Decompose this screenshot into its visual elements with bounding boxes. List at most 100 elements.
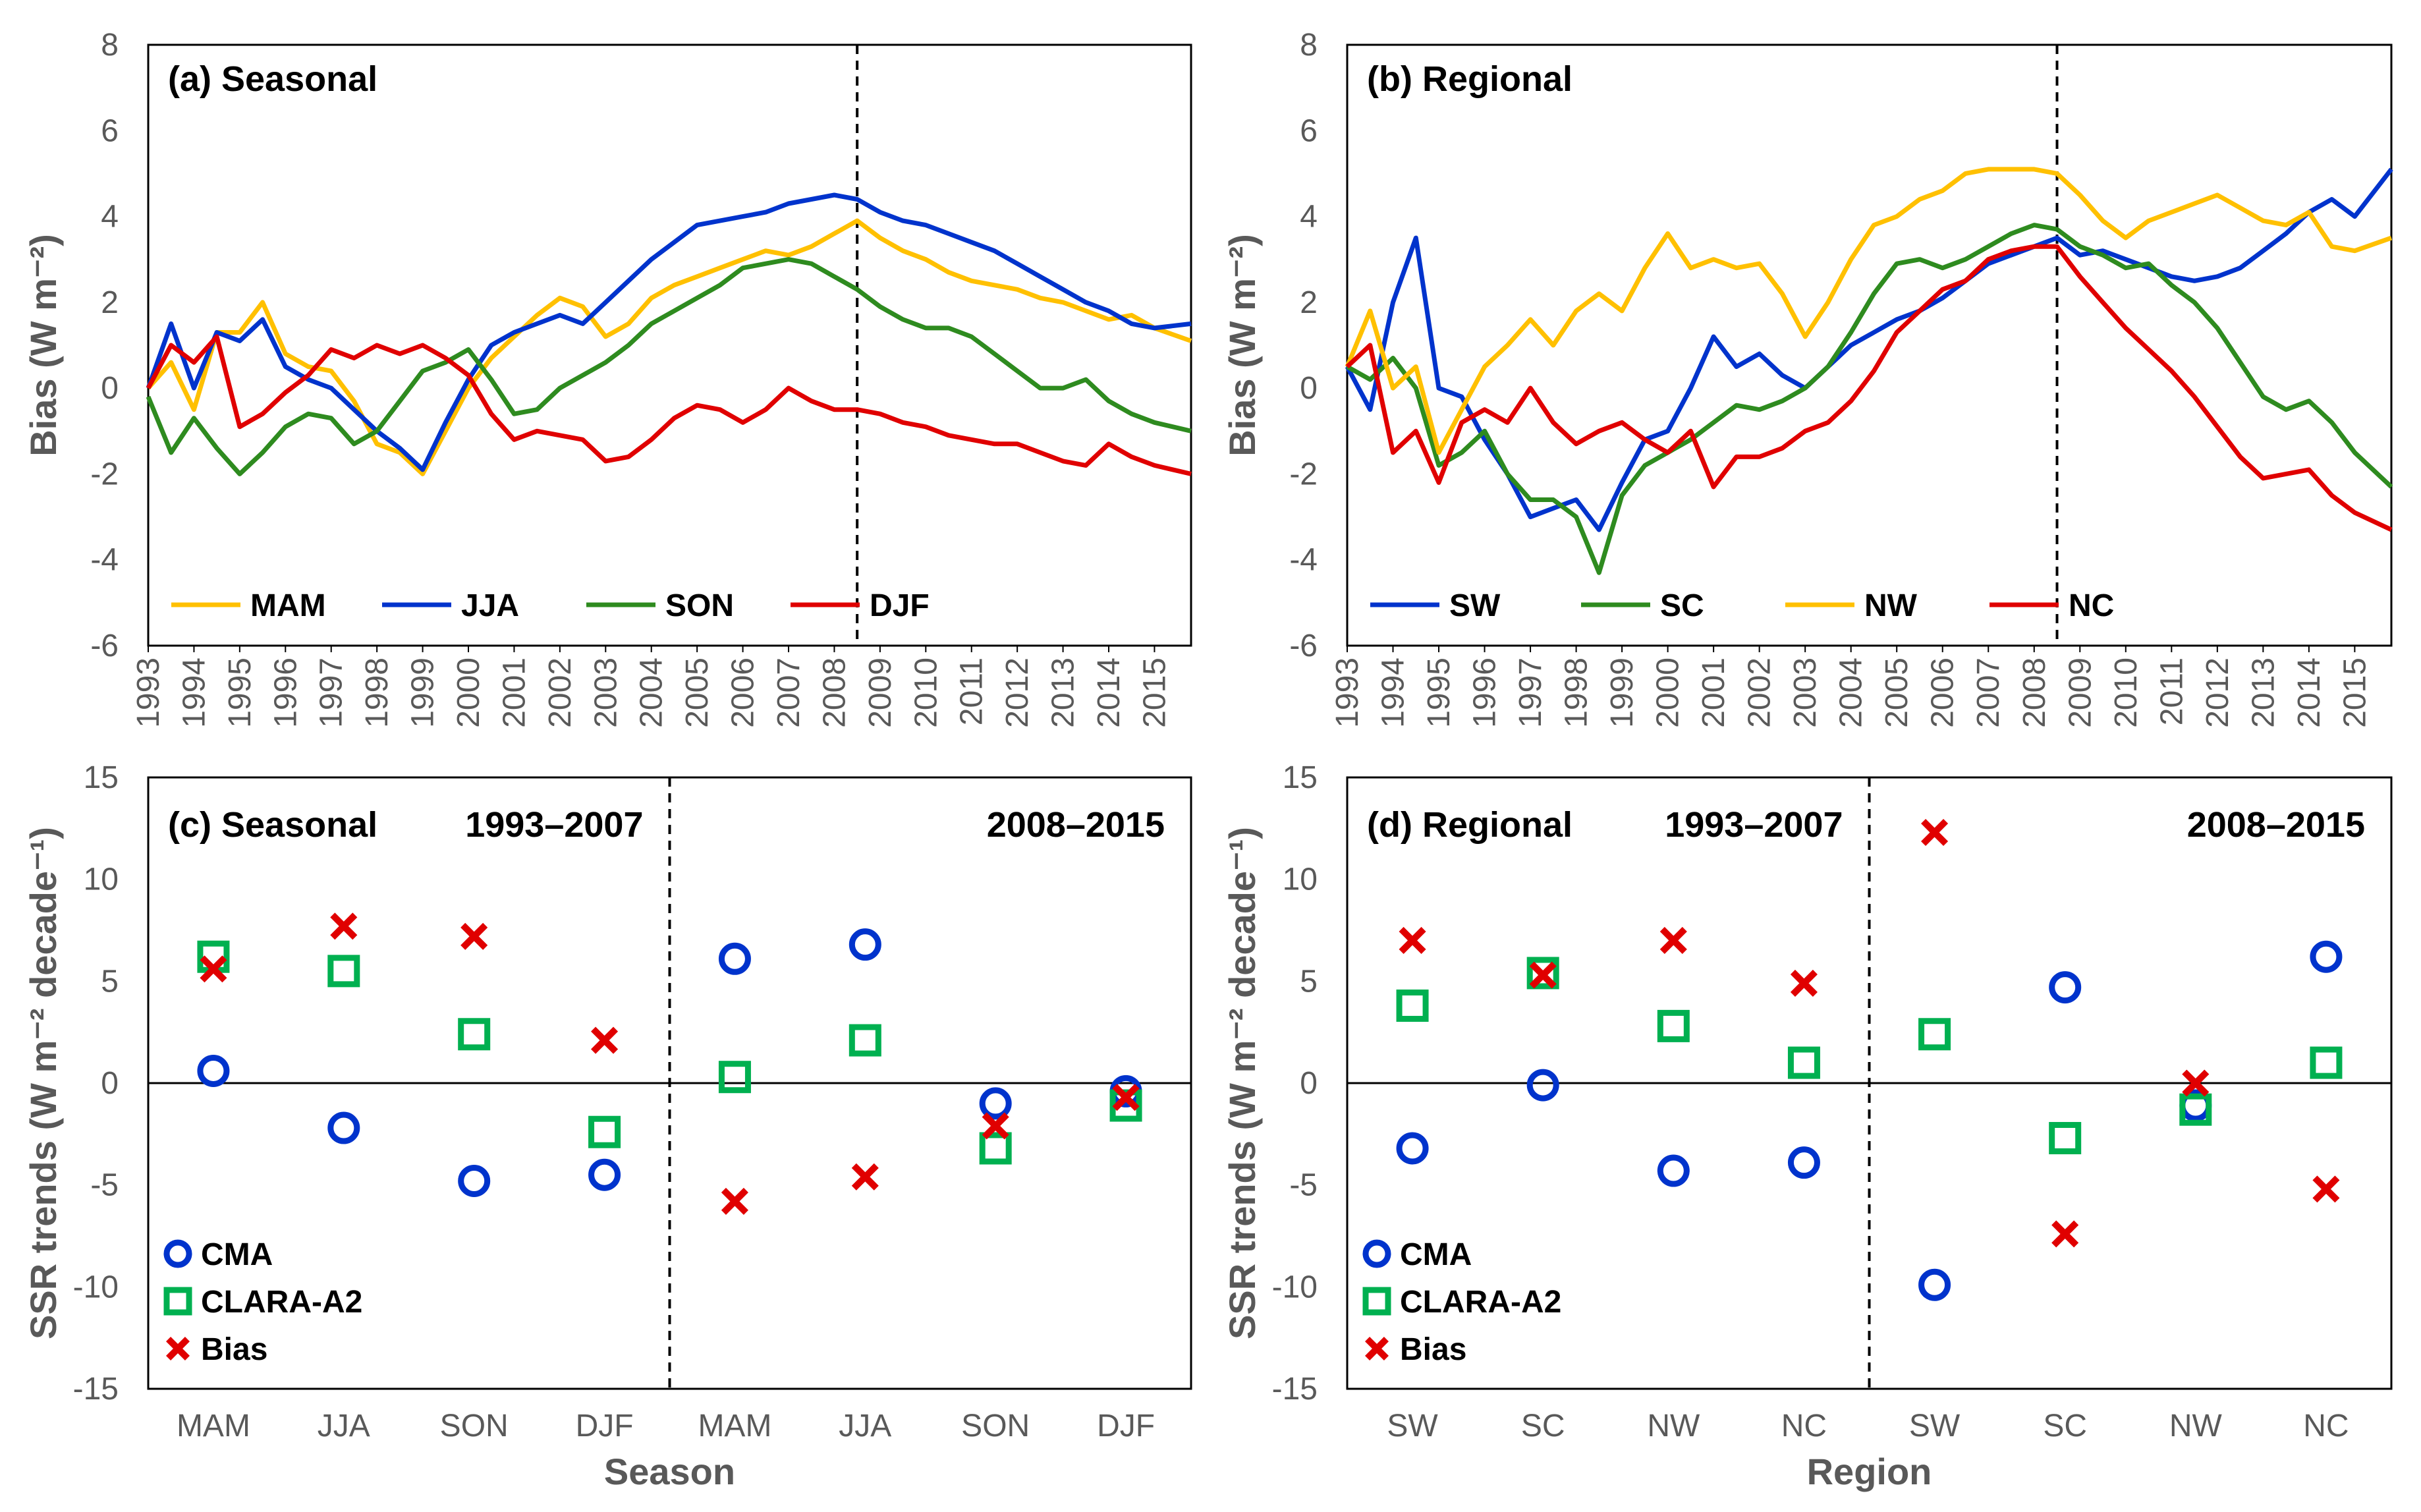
marker-bias	[1399, 926, 1426, 955]
marker-clara-a2	[327, 955, 360, 988]
series-line-sc	[1346, 223, 2393, 575]
chart-panel-a: -6 -4 -2 0 2 4 6 8 Bias (W m⁻²) 1993 1994 1995 1996 1…	[22, 28, 1192, 728]
legend-label: SW	[1449, 588, 1501, 623]
marker-bias	[2182, 1069, 2210, 1097]
marker-cma	[2049, 971, 2082, 1004]
legend-label: JJA	[461, 588, 519, 623]
y-tick-label: -5	[90, 1168, 119, 1203]
x-tick-label: JJA	[318, 1409, 370, 1443]
x-tick-label: 2013	[2246, 658, 2281, 728]
marker-bias	[200, 955, 227, 983]
y-tick-label: -4	[90, 543, 119, 578]
x-tick-label: 2010	[908, 658, 943, 728]
marker-cma	[1657, 1154, 1690, 1187]
x-tick-label: NC	[2303, 1409, 2349, 1443]
y-tick-label: -15	[1272, 1372, 1318, 1407]
y-tick-label: -10	[1272, 1270, 1318, 1304]
legend-marker	[163, 1239, 192, 1268]
x-axis-title: Region	[1807, 1451, 1932, 1492]
marker-cma	[1787, 1146, 1820, 1179]
x-tick-label: 1993	[131, 658, 166, 728]
x-tick-label: 1997	[314, 658, 349, 728]
y-tick-label: 0	[101, 1066, 119, 1101]
x-tick-label: 2005	[1879, 658, 1914, 728]
x-tick-label: 2005	[680, 658, 715, 728]
panel-title: (a) Seasonal	[168, 59, 377, 99]
marker-cma	[979, 1087, 1012, 1120]
legend-marker	[1362, 1287, 1391, 1316]
series-line-sw	[1345, 167, 2393, 532]
plot-frame	[1346, 43, 2393, 647]
y-tick-label: 0	[1300, 371, 1318, 406]
series-line-jja	[146, 192, 1192, 472]
x-tick-label: NW	[1647, 1409, 1700, 1443]
legend-label: SON	[665, 588, 734, 623]
legend-label: CLARA-A2	[201, 1285, 362, 1320]
y-axis-title: Bias (W m⁻²)	[1221, 234, 1263, 457]
x-tick-label: 1999	[406, 658, 441, 728]
y-tick-label: -2	[1289, 457, 1318, 491]
y-tick-label: 15	[1283, 760, 1318, 795]
x-tick-label: SC	[2043, 1409, 2087, 1443]
marker-bias	[851, 1163, 879, 1190]
marker-cma	[1396, 1132, 1429, 1165]
x-tick-label: 2012	[1000, 658, 1035, 728]
x-tick-label: 2007	[771, 658, 806, 728]
marker-clara-a2	[2049, 1122, 2082, 1155]
x-tick-label: 2008	[2017, 658, 2052, 728]
x-tick-label: 2007	[1971, 658, 2006, 728]
legend-marker	[1362, 1239, 1391, 1268]
x-tick-label: 1999	[1605, 658, 1640, 728]
legend-marker	[163, 1287, 192, 1316]
legend-label: SC	[1660, 588, 1704, 623]
x-tick-label: DJF	[1097, 1409, 1155, 1443]
x-tick-label: 2009	[863, 658, 898, 728]
legend-label: MAM	[250, 588, 326, 623]
x-tick-label: 2004	[1834, 658, 1869, 728]
y-tick-label: -15	[73, 1372, 119, 1407]
x-tick-label: SON	[440, 1409, 509, 1443]
marker-bias	[1529, 961, 1557, 989]
y-tick-label: -2	[90, 457, 119, 491]
y-axis-title: SSR trends (W m⁻² decade⁻¹)	[22, 827, 64, 1339]
chart-panel-b: -6 -4 -2 0 2 4 6 8 Bias (W m⁻²) 1993 1994 1995 1996 1…	[1221, 28, 2393, 728]
x-tick-label: 2006	[1926, 658, 1961, 728]
legend-label: Bias	[1400, 1332, 1466, 1367]
x-tick-label: 2000	[1651, 658, 1686, 728]
legend-marker	[1365, 1337, 1389, 1360]
y-tick-label: 0	[1300, 1066, 1318, 1101]
marker-cma	[197, 1054, 230, 1087]
marker-clara-a2	[1918, 1018, 1951, 1051]
x-tick-label: 2010	[2109, 658, 2144, 728]
series-line-son	[146, 257, 1192, 476]
y-tick-label: 8	[1300, 28, 1318, 63]
y-tick-label: 0	[101, 371, 119, 406]
y-tick-label: 2	[1300, 285, 1318, 320]
y-tick-label: -10	[73, 1270, 119, 1304]
marker-cma	[849, 928, 881, 961]
y-axis-title: SSR trends (W m⁻² decade⁻¹)	[1221, 827, 1263, 1339]
marker-bias	[2051, 1220, 2079, 1248]
period-label-2: 2008–2015	[2187, 805, 2365, 845]
y-tick-label: -6	[90, 629, 119, 663]
period-label-1: 1993–2007	[1665, 805, 1843, 845]
y-tick-label: 6	[1300, 113, 1318, 148]
marker-clara-a2	[2310, 1046, 2343, 1079]
y-tick-label: 4	[1300, 200, 1318, 235]
y-tick-label: 8	[101, 28, 119, 63]
x-tick-label: 2001	[497, 658, 532, 728]
marker-clara-a2	[458, 1018, 491, 1051]
marker-bias	[982, 1112, 1009, 1140]
y-tick-label: 6	[101, 113, 119, 148]
marker-clara-a2	[1657, 1009, 1690, 1042]
series-line-nw	[1345, 167, 2393, 455]
marker-bias	[1659, 926, 1687, 955]
x-tick-label: 1994	[1376, 658, 1411, 728]
x-tick-label: 2013	[1046, 658, 1081, 728]
x-tick-label: 2012	[2200, 658, 2235, 728]
x-tick-label: 1998	[360, 658, 395, 728]
x-tick-label: 2015	[1137, 658, 1172, 728]
x-tick-label: SW	[1909, 1409, 1961, 1443]
plot-frame	[147, 43, 1192, 647]
x-tick-label: 2000	[451, 658, 486, 728]
